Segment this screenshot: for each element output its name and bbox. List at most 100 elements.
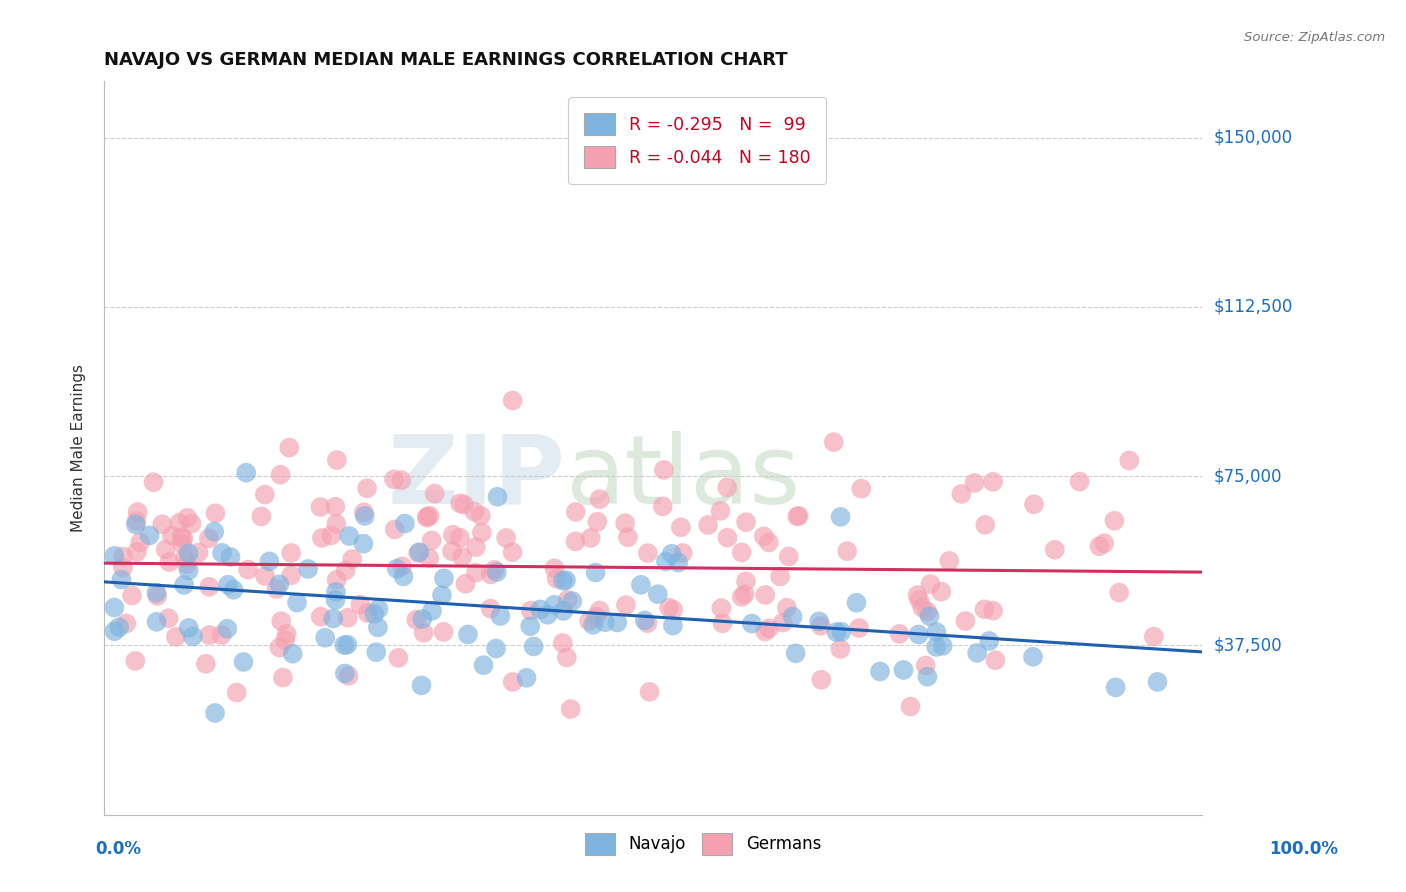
Point (225, 685, 247, 699)
Point (270, 467, 292, 482)
Legend: R = -0.295   N =  99, R = -0.044   N = 180: R = -0.295 N = 99, R = -0.044 N = 180 (568, 97, 827, 184)
Point (170, 530, 193, 544)
Point (115, 616, 138, 631)
Point (697, 518, 720, 533)
Point (103, 624, 125, 639)
Point (342, 552, 364, 566)
Point (142, 475, 165, 490)
Point (357, 606, 380, 620)
Point (1108, 585, 1130, 599)
Point (585, 566, 607, 580)
Point (266, 582, 288, 596)
Point (433, 571, 456, 585)
Point (406, 546, 429, 560)
Point (204, 706, 226, 720)
Point (810, 619, 832, 633)
Point (710, 601, 733, 615)
Point (669, 520, 692, 534)
Point (321, 528, 343, 542)
Point (314, 631, 336, 645)
Point (150, 517, 173, 532)
Point (280, 568, 302, 582)
Point (754, 624, 776, 639)
Point (893, 663, 915, 677)
Point (278, 441, 301, 455)
Point (963, 475, 986, 490)
Point (560, 702, 582, 716)
Point (382, 472, 405, 486)
Point (385, 562, 408, 576)
Point (647, 587, 669, 601)
Point (110, 573, 132, 587)
Point (907, 588, 929, 602)
Point (561, 594, 583, 608)
Point (519, 619, 541, 633)
Point (973, 602, 995, 616)
Point (157, 611, 180, 625)
Point (593, 615, 616, 630)
Point (124, 654, 146, 668)
Point (1104, 681, 1126, 695)
Text: 100.0%: 100.0% (1270, 840, 1339, 858)
Point (551, 574, 574, 588)
Point (848, 621, 870, 635)
Point (176, 510, 198, 524)
Point (198, 580, 221, 594)
Legend: Navajo, Germans: Navajo, Germans (578, 827, 828, 862)
Point (502, 545, 524, 559)
Point (555, 650, 578, 665)
Point (353, 508, 375, 523)
Point (931, 639, 953, 653)
Point (716, 531, 738, 545)
Point (711, 616, 734, 631)
Point (416, 509, 439, 524)
Point (405, 613, 427, 627)
Point (416, 510, 439, 524)
Point (389, 473, 412, 487)
Text: Source: ZipAtlas.com: Source: ZipAtlas.com (1244, 31, 1385, 45)
Point (363, 607, 385, 621)
Point (869, 665, 891, 679)
Point (441, 527, 464, 541)
Point (125, 517, 148, 532)
Point (484, 563, 506, 577)
Point (336, 638, 359, 652)
Point (823, 435, 845, 450)
Point (929, 584, 952, 599)
Point (630, 578, 652, 592)
Point (464, 540, 486, 554)
Point (582, 617, 605, 632)
Point (754, 588, 776, 602)
Point (325, 585, 347, 599)
Point (734, 587, 756, 601)
Point (634, 614, 657, 628)
Point (1069, 475, 1091, 489)
Point (194, 657, 217, 671)
Text: $37,500: $37,500 (1213, 636, 1282, 655)
Point (280, 546, 302, 560)
Point (169, 516, 191, 530)
Point (1118, 453, 1140, 467)
Point (485, 565, 508, 579)
Point (198, 532, 221, 546)
Point (917, 670, 939, 684)
Point (325, 516, 347, 531)
Point (335, 564, 357, 578)
Point (211, 628, 233, 642)
Point (463, 505, 485, 519)
Point (830, 642, 852, 657)
Point (741, 616, 763, 631)
Point (523, 640, 546, 654)
Point (180, 516, 202, 531)
Point (326, 453, 349, 467)
Point (270, 614, 292, 628)
Point (925, 640, 948, 654)
Point (297, 562, 319, 576)
Point (219, 549, 242, 564)
Point (889, 627, 911, 641)
Point (557, 592, 579, 607)
Point (333, 666, 356, 681)
Point (173, 578, 195, 592)
Point (419, 508, 441, 523)
Point (651, 500, 673, 514)
